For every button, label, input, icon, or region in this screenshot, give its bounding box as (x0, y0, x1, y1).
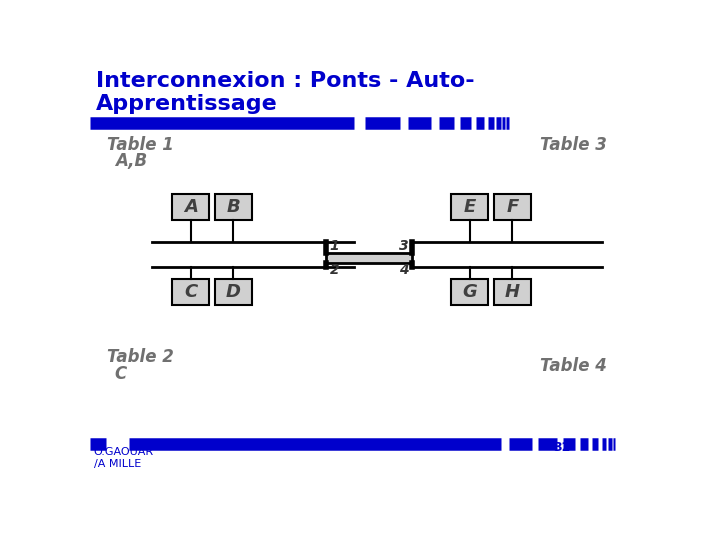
Bar (326, 253, 412, 264)
Bar (494, 194, 531, 220)
Bar (494, 279, 531, 305)
Text: G: G (462, 283, 477, 301)
Bar (215, 279, 252, 305)
Text: F: F (506, 198, 518, 216)
Text: A,B: A,B (114, 152, 147, 170)
Bar (451, 279, 488, 305)
Bar (215, 194, 252, 220)
Text: Table 4: Table 4 (539, 357, 606, 375)
Text: 2: 2 (330, 262, 339, 276)
Bar (172, 279, 210, 305)
Bar (172, 194, 210, 220)
Text: 32: 32 (554, 441, 571, 454)
Text: 3: 3 (399, 239, 408, 253)
Text: Apprentissage: Apprentissage (96, 94, 278, 114)
Text: 1: 1 (330, 239, 339, 253)
Text: Table 1: Table 1 (107, 136, 174, 154)
Text: H: H (505, 283, 520, 301)
Text: E: E (464, 198, 476, 216)
Text: C: C (184, 283, 197, 301)
Text: 4: 4 (399, 262, 408, 276)
Text: A: A (184, 198, 198, 216)
Text: C: C (114, 365, 127, 383)
Bar (451, 194, 488, 220)
Text: D: D (226, 283, 241, 301)
Text: Table 2: Table 2 (107, 348, 174, 366)
Text: B: B (227, 198, 240, 216)
Text: Interconnexion : Ponts - Auto-: Interconnexion : Ponts - Auto- (96, 71, 474, 91)
Text: Table 3: Table 3 (539, 136, 606, 154)
Text: O.GAOUAR
/A MILLE: O.GAOUAR /A MILLE (94, 448, 154, 469)
